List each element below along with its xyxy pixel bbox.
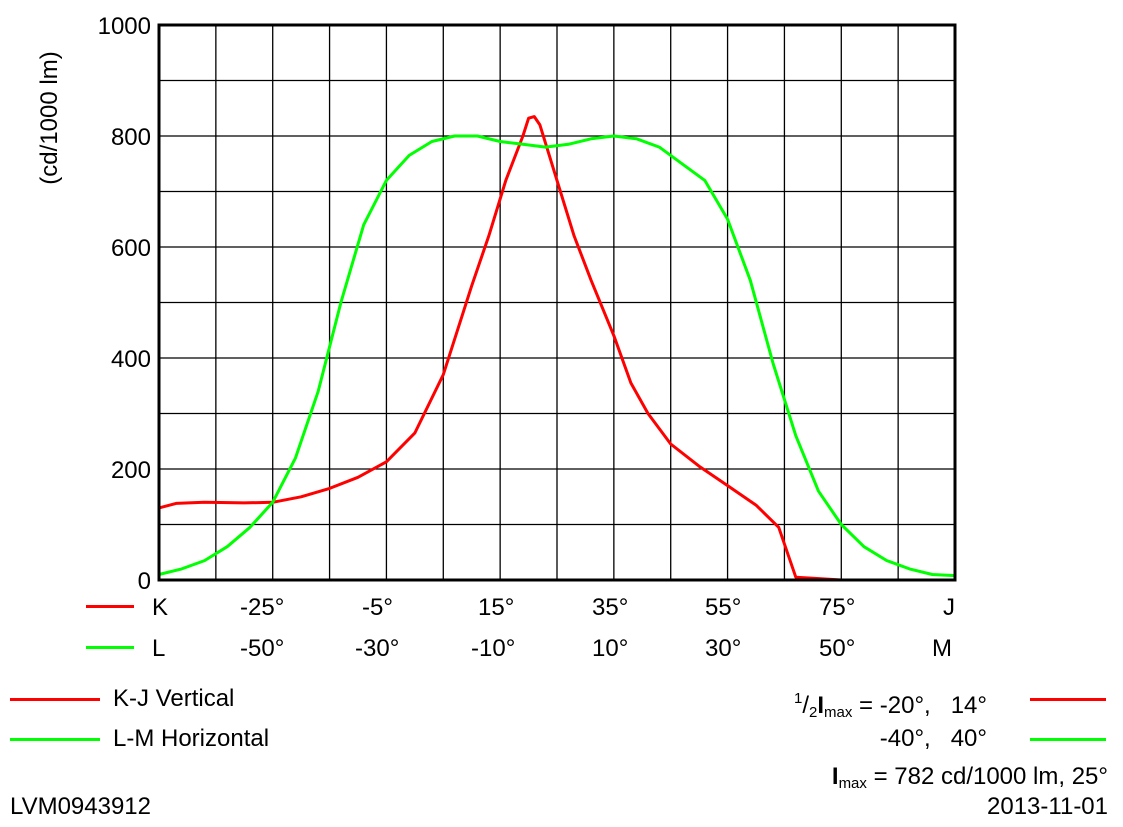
- half-kj-values: -20°, 14°: [879, 692, 987, 719]
- kj-tick-label: 15°: [478, 594, 515, 621]
- series-line-k-j: [158, 115, 899, 582]
- half-fraction-den: 2: [809, 704, 818, 721]
- kj-tick-label: -25°: [240, 594, 285, 621]
- axis-swatch-lm: [86, 646, 134, 649]
- y-tick-label: 400: [111, 346, 151, 373]
- info-swatch-lm: [1030, 738, 1106, 741]
- kj-tick-label: 35°: [592, 594, 629, 621]
- half-eq: =: [852, 692, 880, 719]
- kj-tick-label: -5°: [362, 594, 393, 621]
- legend-swatch-lm: [10, 738, 100, 741]
- lm-tick-label: 10°: [592, 635, 629, 662]
- plot-frame: [157, 23, 957, 582]
- chart-date: 2013-11-01: [987, 793, 1108, 820]
- product-code: LVM0943912: [10, 793, 151, 820]
- imax-value: = 782 cd/1000 lm, 25°: [866, 763, 1108, 790]
- axis-swatch-kj: [86, 605, 134, 608]
- legend-label-kj: K-J Vertical: [113, 685, 235, 712]
- lm-end-label: M: [932, 635, 952, 662]
- half-I-symbol: I: [817, 692, 825, 719]
- lm-tick-label: -10°: [471, 635, 516, 662]
- series-line-l-m: [158, 134, 956, 578]
- y-axis-label: (cd/1000 lm): [36, 51, 63, 184]
- kj-tick-label: 55°: [705, 594, 742, 621]
- y-tick-label: 800: [111, 124, 151, 151]
- lm-tick-label: -50°: [240, 635, 285, 662]
- half-fraction-num: 1: [794, 690, 803, 707]
- imax-I-symbol: I: [831, 763, 839, 790]
- lm-tick-label: 30°: [705, 635, 742, 662]
- legend-swatch-kj: [10, 698, 100, 701]
- y-tick-label: 0: [138, 568, 151, 595]
- info-swatch-kj: [1030, 698, 1106, 701]
- grid-lines: [159, 25, 955, 580]
- lm-tick-label: -30°: [355, 635, 400, 662]
- series-lines: [158, 115, 956, 582]
- half-intensity-kj: 1/2Imax = -20°, 14°: [794, 690, 987, 721]
- y-tick-label: 200: [111, 457, 151, 484]
- lm-tick-label: 50°: [819, 635, 856, 662]
- y-tick-label: 1000: [98, 13, 151, 40]
- half-intensity-lm: -40°, 40°: [879, 725, 987, 752]
- imax-max-sub: max: [838, 775, 867, 792]
- y-tick-labels: 0 200 400 600 800 1000: [98, 13, 151, 595]
- kj-start-label: K: [152, 594, 169, 621]
- half-max-sub: max: [824, 704, 853, 721]
- kj-end-label: J: [943, 594, 955, 621]
- legend-label-lm: L-M Horizontal: [113, 725, 270, 752]
- kj-tick-label: 75°: [819, 594, 856, 621]
- y-tick-label: 600: [111, 235, 151, 262]
- imax-info: Imax = 782 cd/1000 lm, 25°: [832, 764, 1108, 797]
- lm-start-label: L: [152, 635, 166, 662]
